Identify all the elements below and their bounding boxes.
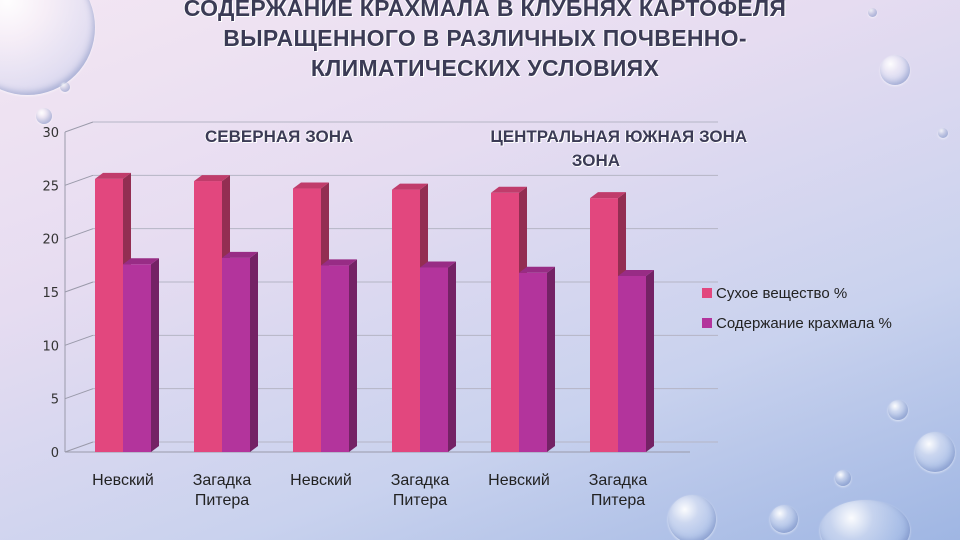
- bar-top: [590, 192, 626, 199]
- bar-front: [392, 189, 420, 452]
- bar: [420, 261, 456, 452]
- legend-label: Сухое вещество %: [716, 285, 847, 302]
- legend-swatch: [702, 288, 712, 298]
- bar-side: [151, 258, 159, 452]
- x-tick-label: Загадка Питера: [193, 472, 252, 509]
- gridline-depth: [64, 121, 94, 133]
- zone-label-north: СЕВЕРНАЯ ЗОНА: [205, 127, 354, 146]
- bar-top: [293, 182, 329, 189]
- y-axis-ticks: 0 5 10 15 20 25 30: [42, 126, 59, 461]
- bar: [618, 270, 654, 452]
- bar: [222, 251, 258, 452]
- slide-title: СОДЕРЖАНИЕ КРАХМАЛА В КЛУБНЯХ КАРТОФЕЛЯ …: [183, 0, 787, 81]
- gridline-depth: [64, 228, 94, 240]
- bar-front: [618, 276, 646, 452]
- bar-front: [491, 192, 519, 453]
- zone-label-central: ЦЕНТРАЛЬНАЯ ЗОНА: [490, 127, 620, 170]
- decorative-bubble: [915, 432, 955, 472]
- bar-front: [590, 198, 618, 452]
- bar-top: [194, 175, 230, 182]
- legend: Сухое вещество % Содержание крахмала %: [702, 285, 892, 332]
- y-tick-label: 15: [42, 286, 59, 301]
- bar: [321, 259, 357, 452]
- bar-front: [321, 265, 349, 452]
- bar-side: [646, 270, 654, 452]
- bar-front: [293, 188, 321, 453]
- bar-top: [519, 266, 555, 273]
- bar-top: [95, 172, 131, 179]
- decorative-bubble: [835, 470, 851, 486]
- decorative-bubble: [888, 400, 908, 420]
- bar-front: [519, 272, 547, 452]
- y-tick-label: 5: [51, 393, 59, 408]
- gridline-depth: [64, 441, 94, 453]
- x-axis-ticks: Невский Загадка Питера Невский Загадка Питера…: [92, 472, 647, 509]
- decorative-bubble: [938, 128, 948, 138]
- x-tick-label: Загадка Питера: [589, 472, 648, 509]
- legend-label: Содержание крахмала %: [716, 315, 892, 332]
- bar-top: [222, 251, 258, 258]
- bar-top: [618, 270, 654, 276]
- bar-top: [123, 258, 159, 265]
- x-tick-label: Невский: [92, 472, 154, 489]
- bar-side: [448, 261, 456, 452]
- bar: [123, 258, 159, 452]
- x-tick-label: Загадка Питера: [391, 472, 450, 509]
- y-tick-label: 30: [42, 126, 59, 141]
- decorative-bubble: [668, 495, 716, 540]
- bar-side: [349, 259, 357, 452]
- x-tick-label: Невский: [290, 472, 352, 489]
- bar-front: [194, 181, 222, 453]
- gridline-depth: [64, 174, 94, 186]
- decorative-bubble: [770, 505, 798, 533]
- y-tick-label: 20: [42, 233, 59, 248]
- bar: [519, 266, 555, 452]
- decorative-bubble: [880, 55, 910, 85]
- decorative-bubble: [60, 82, 70, 92]
- decorative-bubble: [36, 108, 52, 124]
- bar-top: [321, 259, 357, 266]
- gridline-depth: [64, 334, 94, 346]
- y-tick-label: 10: [42, 339, 59, 354]
- bar-front: [123, 264, 151, 452]
- zone-label-south: ЮЖНАЯ ЗОНА: [625, 127, 748, 146]
- gridline-depth: [64, 281, 94, 293]
- decorative-bubble: [820, 500, 910, 540]
- decorative-bubble: [868, 8, 877, 17]
- bar-front: [95, 178, 123, 452]
- bar-front: [420, 267, 448, 452]
- bars: [95, 172, 654, 453]
- bar-top: [491, 186, 527, 193]
- x-tick-label: Невский: [488, 472, 550, 489]
- bar-top: [420, 261, 456, 268]
- legend-swatch: [702, 318, 712, 328]
- bar-front: [222, 257, 250, 452]
- bar-top: [392, 183, 428, 190]
- y-tick-label: 25: [42, 179, 59, 194]
- bar-side: [547, 266, 555, 452]
- y-tick-label: 0: [51, 446, 59, 461]
- bar-side: [250, 251, 258, 452]
- gridline-depth: [64, 388, 94, 400]
